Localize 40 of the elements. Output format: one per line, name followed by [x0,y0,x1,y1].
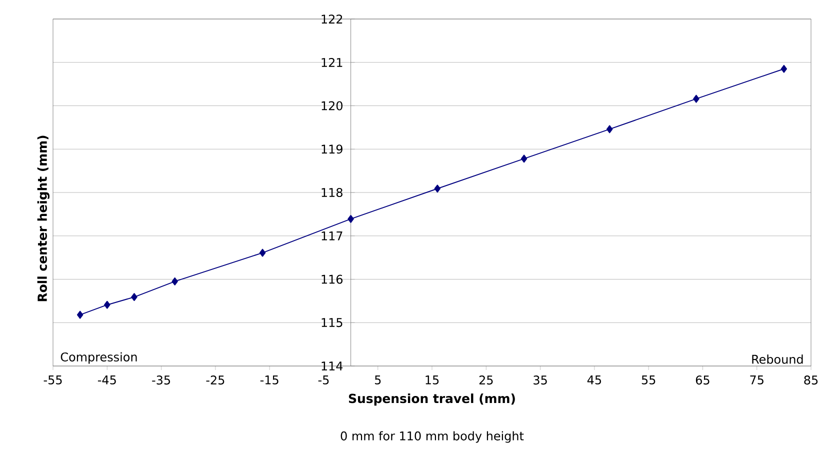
annotation: Compression [60,352,137,364]
y-tick-label: 116 [322,274,343,284]
x-tick-label: 35 [534,376,547,385]
x-axis-title: Suspension travel (mm) [348,394,515,406]
annotation: Rebound [752,354,803,364]
x-tick-label: 45 [587,376,601,384]
x-tick-label: 15 [426,376,439,384]
x-tick-label: 55 [642,376,656,384]
x-tick-label: -15 [260,376,278,384]
point [104,300,110,309]
y-tick-label: 118 [322,188,342,198]
x-tick-label: 85 [804,376,818,385]
y-tick-label: 115 [322,318,342,328]
text: 0 mm for 110 mm body height [340,431,524,443]
x-tick-label: -45 [98,376,116,384]
point [131,293,138,302]
y-tick-label: 120 [322,101,342,110]
x-tick-label: 5 [374,376,381,384]
point [780,64,788,73]
point [693,94,700,103]
x-tick-label: -5 [318,376,329,384]
y-tick-label: 121 [322,58,342,67]
y-tick-label: 119 [322,144,342,154]
point [520,154,528,163]
y-tick-label: 122 [322,14,342,24]
point [259,248,266,257]
point [172,277,178,286]
x-tick-label: 75 [750,376,764,384]
x-tick-label: 65 [696,376,710,385]
y-tick-label: 117 [322,232,342,240]
y-tick-label: 114 [322,362,343,370]
x-tick-label: 25 [479,376,493,385]
point [434,184,441,193]
x-tick-label: -35 [152,376,170,385]
point [606,125,613,134]
point [76,310,84,319]
y-axis-title: Roll center height (mm) [37,136,50,302]
x-tick-label: -55 [44,376,62,384]
point [348,214,354,223]
x-tick-label: -25 [206,376,224,385]
